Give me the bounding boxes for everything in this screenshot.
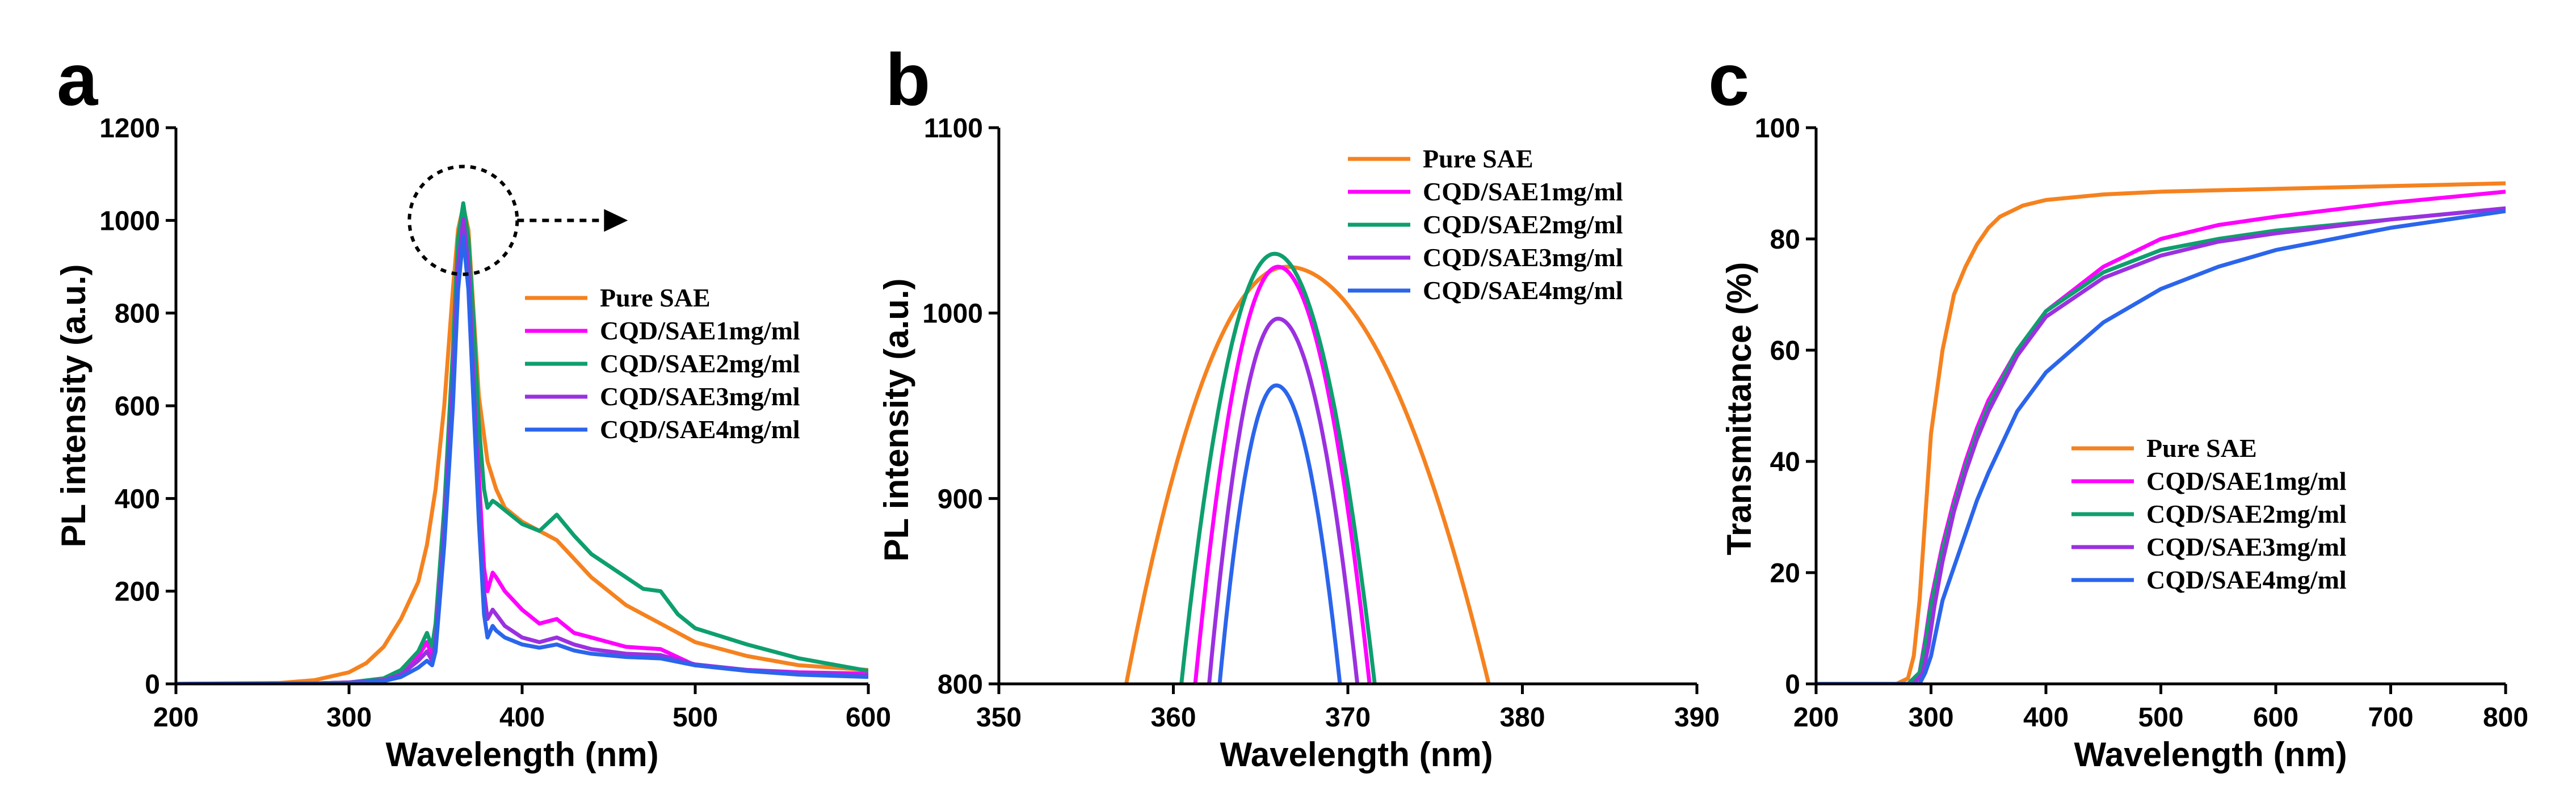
panel-b-x-tick-label: 360 bbox=[1150, 703, 1196, 733]
legend-label-cqd-sae4mg-ml: CQD/SAE4mg/ml bbox=[2146, 565, 2347, 594]
panel-a-series-group bbox=[176, 201, 868, 684]
legend-label-cqd-sae2mg-ml: CQD/SAE2mg/ml bbox=[600, 349, 800, 378]
panel-c-line-cqd-sae2mg-ml bbox=[1816, 206, 2506, 684]
panel-c-y-tick-label: 80 bbox=[1770, 225, 1800, 255]
panel-b-y-tick-label: 900 bbox=[938, 484, 983, 514]
panel-a-y-tick-label: 1000 bbox=[99, 206, 160, 236]
panel-c-legend: Pure SAE CQD/SAE1mg/ml CQD/SAE2mg/ml CQD/SA… bbox=[2071, 434, 2347, 594]
panel-a-y-tick-label: 0 bbox=[145, 670, 160, 700]
legend-label-cqd-sae2mg-ml: CQD/SAE2mg/ml bbox=[2146, 499, 2347, 528]
legend-label-cqd-sae3mg-ml: CQD/SAE3mg/ml bbox=[600, 382, 800, 411]
panel-c: c 200 300 400 500 600 700 800 0 20 40 60 80 100 Pure … bbox=[1708, 38, 2528, 774]
panel-c-x-tick-label: 700 bbox=[2368, 703, 2413, 733]
panel-b-line-cqd-sae3mg-ml bbox=[1207, 317, 1360, 684]
panel-a-x-axis-title: Wavelength (nm) bbox=[385, 736, 658, 774]
panel-c-y-tick-label: 0 bbox=[1785, 670, 1800, 700]
panel-b-x-tick-label: 390 bbox=[1674, 703, 1720, 733]
panel-b-x-tick-label: 350 bbox=[976, 703, 1022, 733]
panel-a-x-tick-label: 500 bbox=[673, 703, 718, 733]
legend-label-pure-sae: Pure SAE bbox=[1423, 144, 1533, 173]
panel-b-letter: b bbox=[885, 38, 930, 121]
panel-b-x-tick-label: 380 bbox=[1499, 703, 1545, 733]
panel-c-x-tick-label: 800 bbox=[2483, 703, 2528, 733]
panel-a-legend: Pure SAE CQD/SAE1mg/ml CQD/SAE2mg/ml CQD/SA… bbox=[525, 283, 800, 444]
panel-a-y-tick-label: 800 bbox=[115, 299, 160, 329]
panel-b-x-axis-title: Wavelength (nm) bbox=[1220, 736, 1493, 774]
panel-c-y-tick-label: 20 bbox=[1770, 558, 1800, 589]
legend-label-cqd-sae2mg-ml: CQD/SAE2mg/ml bbox=[1423, 210, 1623, 239]
panel-c-x-tick-label: 600 bbox=[2253, 703, 2298, 733]
panel-b-legend: Pure SAE CQD/SAE1mg/ml CQD/SAE2mg/ml CQD/SA… bbox=[1348, 144, 1623, 305]
panel-a-y-tick-label: 400 bbox=[115, 484, 160, 514]
panel-a-y-axis-title: PL intensity (a.u.) bbox=[54, 264, 93, 548]
panel-b-line-cqd-sae4mg-ml bbox=[1217, 383, 1342, 684]
panel-b-y-tick-label: 800 bbox=[938, 670, 983, 700]
panel-a-y-tick-label: 200 bbox=[115, 577, 160, 607]
panel-c-y-tick-label: 60 bbox=[1770, 336, 1800, 366]
panel-b-x-tick-label: 370 bbox=[1325, 703, 1371, 733]
legend-label-cqd-sae1mg-ml: CQD/SAE1mg/ml bbox=[1423, 177, 1623, 206]
panel-a-zoom-arrow-head bbox=[604, 209, 628, 232]
panel-b-plot-area: 350 360 370 380 390 800 900 1000 1100 Pure SAE CQD… bbox=[922, 114, 1720, 733]
panel-b-y-tick-label: 1000 bbox=[922, 299, 983, 329]
panel-b: b 350 360 370 380 390 800 900 1000 1100 Pure SAE C… bbox=[877, 38, 1720, 774]
panel-a-plot-area: 200 300 400 500 600020040060080010001200Pure… bbox=[99, 114, 891, 733]
panel-a-y-tick-label: 1200 bbox=[99, 114, 160, 144]
panel-a-x-tick-label: 400 bbox=[499, 703, 545, 733]
panel-b-line-cqd-sae2mg-ml bbox=[1179, 251, 1377, 684]
panel-c-x-tick-label: 300 bbox=[1908, 703, 1953, 733]
panel-c-x-tick-label: 400 bbox=[2023, 703, 2069, 733]
panel-b-y-axis-title: PL intensity (a.u.) bbox=[877, 279, 915, 562]
panel-a-x-tick-label: 300 bbox=[326, 703, 372, 733]
legend-label-cqd-sae4mg-ml: CQD/SAE4mg/ml bbox=[600, 415, 800, 444]
panel-b-line-pure-sae bbox=[1124, 264, 1491, 684]
panel-c-line-pure-sae bbox=[1816, 181, 2506, 684]
panel-c-plot-area: 200 300 400 500 600 700 800 0 20 40 60 80 100 Pure SA… bbox=[1755, 114, 2528, 733]
panel-a-line-cqd-sae1mg-ml bbox=[176, 204, 868, 684]
panel-c-y-axis-title: Transmittance (%) bbox=[1720, 262, 1758, 556]
panel-a-x-tick-label: 200 bbox=[153, 703, 199, 733]
panel-a-line-cqd-sae4mg-ml bbox=[176, 234, 868, 684]
panel-c-x-tick-label: 500 bbox=[2138, 703, 2183, 733]
legend-label-pure-sae: Pure SAE bbox=[600, 283, 711, 312]
panel-a-letter: a bbox=[57, 38, 99, 121]
panel-a: a 200 300 400 500 600020040060080010001200Pu… bbox=[54, 38, 891, 774]
panel-b-line-cqd-sae1mg-ml bbox=[1193, 264, 1372, 684]
legend-label-pure-sae: Pure SAE bbox=[2146, 434, 2257, 463]
panel-c-letter: c bbox=[1708, 38, 1749, 121]
legend-label-cqd-sae3mg-ml: CQD/SAE3mg/ml bbox=[1423, 243, 1623, 272]
panel-b-y-tick-label: 1100 bbox=[924, 114, 983, 144]
panel-a-x-tick-label: 600 bbox=[846, 703, 891, 733]
panel-a-line-cqd-sae3mg-ml bbox=[176, 217, 868, 684]
panel-c-x-axis-title: Wavelength (nm) bbox=[2074, 736, 2347, 774]
panel-c-y-tick-label: 100 bbox=[1755, 114, 1800, 144]
panel-c-series-group bbox=[1816, 181, 2506, 684]
panel-a-line-cqd-sae2mg-ml bbox=[176, 201, 868, 684]
panel-c-line-cqd-sae4mg-ml bbox=[1816, 209, 2506, 684]
panel-a-y-tick-label: 600 bbox=[115, 392, 160, 422]
panel-c-x-tick-label: 200 bbox=[1793, 703, 1839, 733]
legend-label-cqd-sae1mg-ml: CQD/SAE1mg/ml bbox=[2146, 467, 2347, 495]
legend-label-cqd-sae4mg-ml: CQD/SAE4mg/ml bbox=[1423, 276, 1623, 305]
panel-c-y-tick-label: 40 bbox=[1770, 447, 1800, 477]
legend-label-cqd-sae1mg-ml: CQD/SAE1mg/ml bbox=[600, 316, 800, 345]
panel-a-line-pure-sae bbox=[176, 204, 868, 684]
legend-label-cqd-sae3mg-ml: CQD/SAE3mg/ml bbox=[2146, 532, 2347, 561]
panel-c-line-cqd-sae3mg-ml bbox=[1816, 206, 2506, 684]
panel-b-series-group bbox=[1124, 251, 1491, 684]
